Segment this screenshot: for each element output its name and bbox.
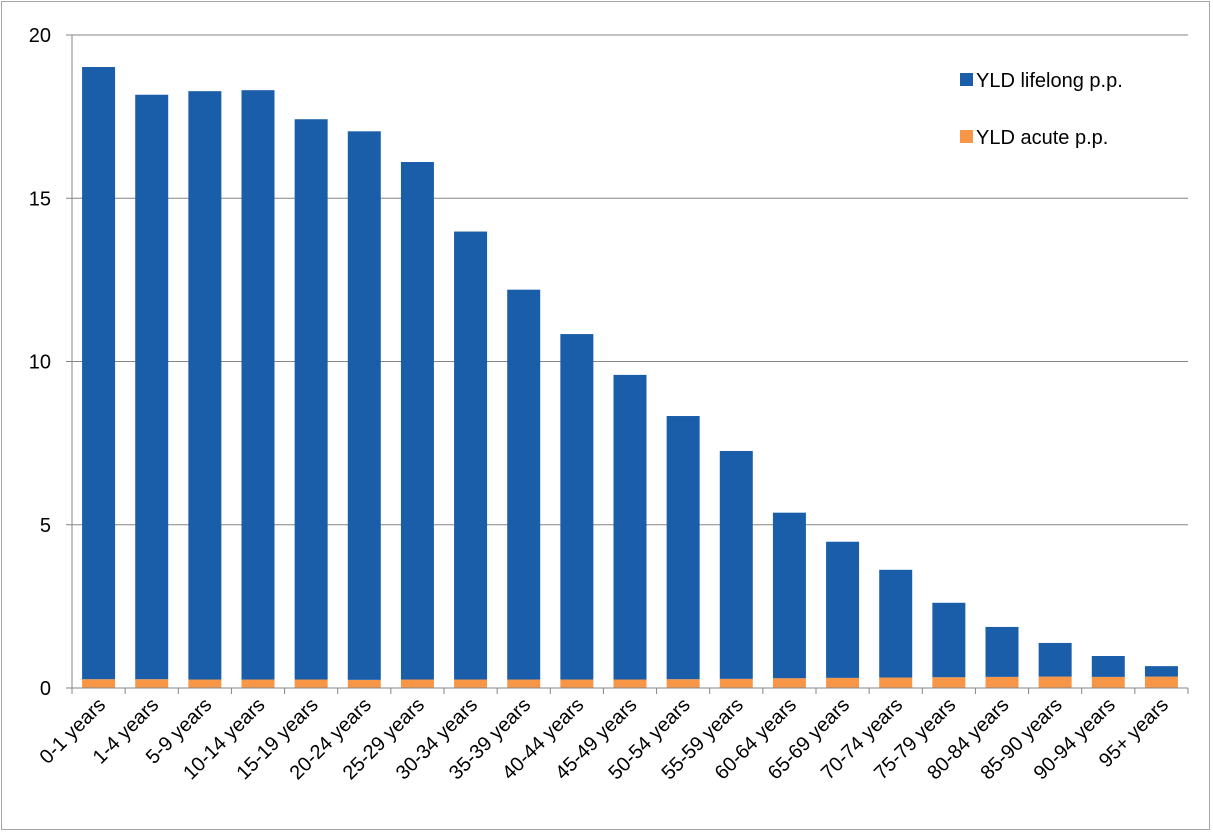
bar-lifelong: [1091, 656, 1125, 677]
legend-swatch: [960, 73, 973, 86]
bar-acute: [1038, 676, 1072, 688]
legend: YLD lifelong p.p. YLD acute p.p.: [960, 70, 1123, 149]
bar-acute: [985, 676, 1019, 688]
bar-lifelong: [454, 231, 488, 680]
bar-acute: [772, 678, 806, 688]
y-tick-label: 10: [29, 352, 51, 374]
bar-acute: [1091, 676, 1125, 688]
bar-acute: [82, 679, 116, 688]
bar-lifelong: [879, 569, 913, 678]
bar-acute: [719, 678, 753, 688]
bar-acute: [347, 679, 381, 688]
bar-lifelong: [666, 416, 700, 680]
bar-acute: [400, 679, 434, 688]
bar-lifelong: [1038, 642, 1072, 677]
bar-lifelong: [1144, 666, 1178, 677]
bar-lifelong: [347, 131, 381, 680]
bar-lifelong: [82, 66, 116, 680]
bar-acute: [135, 679, 169, 688]
legend-label: YLD lifelong p.p.: [976, 70, 1123, 92]
bar-lifelong: [135, 94, 169, 680]
bar-lifelong: [507, 289, 541, 680]
bars: [82, 66, 1178, 688]
bar-acute: [1144, 676, 1178, 688]
y-axis-ticks: 0 5 10 15 20: [29, 25, 72, 700]
legend-swatch: [960, 130, 973, 143]
bar-acute: [613, 679, 647, 688]
bar-lifelong: [985, 626, 1019, 677]
bar-lifelong: [294, 119, 328, 680]
bar-acute: [932, 677, 966, 688]
y-tick-label: 20: [29, 25, 51, 47]
y-tick-label: 0: [40, 678, 51, 700]
bar-acute: [826, 677, 860, 688]
bar-acute: [241, 679, 275, 688]
bar-lifelong: [719, 450, 753, 679]
bar-lifelong: [560, 334, 594, 680]
bar-acute: [560, 679, 594, 688]
bar-lifelong: [613, 374, 647, 680]
y-tick-label: 5: [40, 515, 51, 537]
bar-acute: [666, 679, 700, 688]
bar-acute: [188, 679, 222, 688]
bar-lifelong: [241, 90, 275, 680]
legend-label: YLD acute p.p.: [976, 127, 1108, 149]
bar-lifelong: [826, 541, 860, 678]
y-tick-label: 15: [29, 188, 51, 210]
bar-lifelong: [188, 91, 222, 680]
bar-acute: [507, 679, 541, 688]
bar-lifelong: [932, 602, 966, 678]
bar-acute: [879, 677, 913, 688]
bar-lifelong: [772, 512, 806, 679]
bar-lifelong: [400, 162, 434, 680]
bar-acute: [294, 679, 328, 688]
bar-acute: [454, 679, 488, 688]
